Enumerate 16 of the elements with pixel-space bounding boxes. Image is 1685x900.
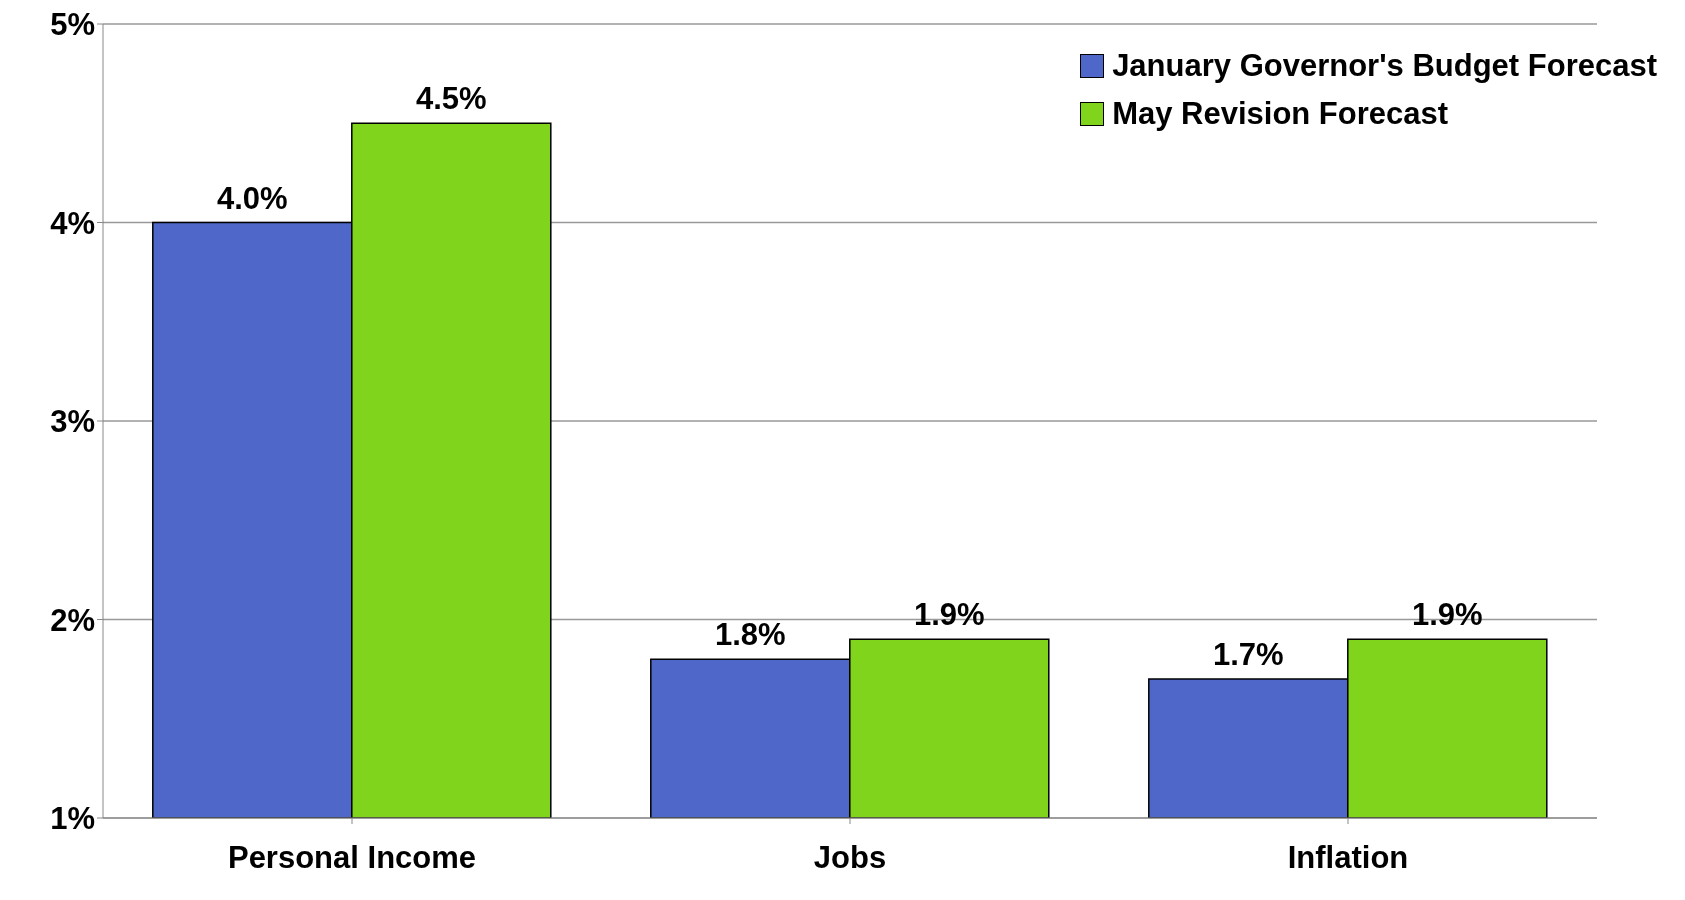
data-label: 1.9% (913, 597, 985, 633)
y-tick-label: 2% (50, 602, 95, 638)
y-tick-label: 5% (50, 7, 95, 43)
x-tick-label: Inflation (1287, 840, 1409, 876)
data-label: 1.7% (1212, 637, 1284, 673)
y-tick-label: 3% (50, 404, 95, 440)
x-tick-label: Jobs (813, 840, 887, 876)
data-label: 4.5% (415, 81, 487, 117)
data-label: 4.0% (216, 180, 288, 216)
x-tick-label: Personal Income (227, 840, 477, 876)
legend-label: January Governor's Budget Forecast (1112, 48, 1657, 84)
data-label: 1.9% (1411, 597, 1483, 633)
legend-label: May Revision Forecast (1112, 96, 1449, 132)
y-tick-label: 1% (50, 801, 95, 837)
data-label: 1.8% (714, 617, 786, 653)
y-tick-label: 4% (50, 205, 95, 241)
